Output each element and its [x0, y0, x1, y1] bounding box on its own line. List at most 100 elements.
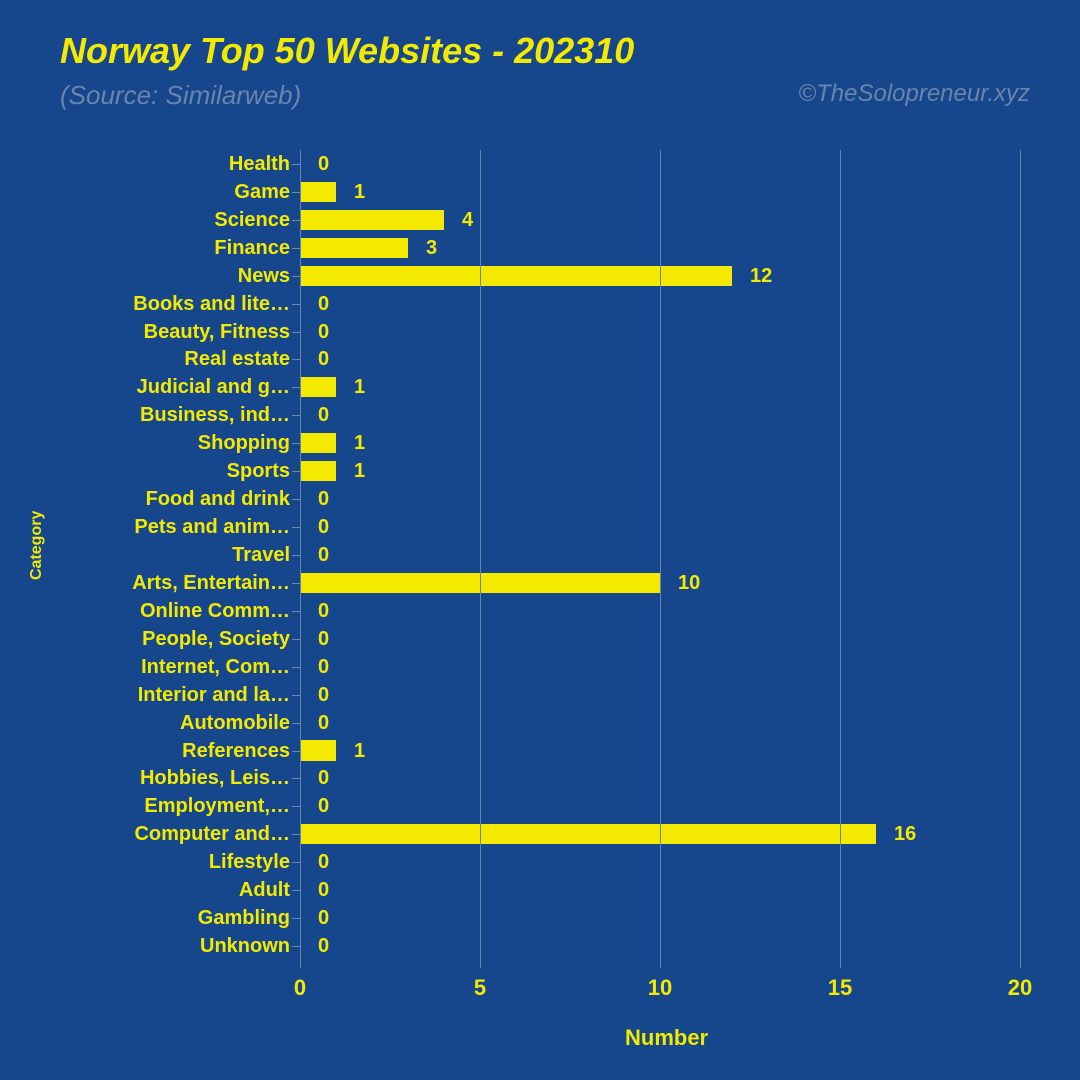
- chart-container: Category Health0Game1Science4Finance3New…: [0, 140, 1080, 1040]
- y-tick-label: Computer and…: [134, 823, 290, 846]
- y-tick-label: Sports: [227, 460, 290, 483]
- y-tick-mark: [292, 751, 300, 752]
- bar-value-label: 0: [318, 656, 329, 679]
- bar-value-label: 0: [318, 628, 329, 651]
- bar-value-label: 1: [354, 181, 365, 204]
- y-tick-mark: [292, 248, 300, 249]
- bar-value-label: 10: [678, 572, 700, 595]
- y-tick-mark: [292, 946, 300, 947]
- y-tick-mark: [292, 862, 300, 863]
- y-tick-mark: [292, 276, 300, 277]
- x-axis-label: Number: [625, 1025, 708, 1051]
- bar-value-label: 0: [318, 488, 329, 511]
- bar-value-label: 1: [354, 376, 365, 399]
- x-tick-label: 5: [474, 975, 486, 1001]
- gridline: [480, 150, 481, 960]
- bar-value-label: 1: [354, 432, 365, 455]
- y-tick-mark: [292, 639, 300, 640]
- y-tick-label: Business, ind…: [140, 404, 290, 427]
- x-tick-label: 20: [1008, 975, 1032, 1001]
- y-tick-label: Arts, Entertain…: [132, 572, 290, 595]
- y-tick-mark: [292, 499, 300, 500]
- y-tick-label: Travel: [232, 544, 290, 567]
- y-tick-label: Health: [229, 153, 290, 176]
- bar-value-label: 0: [318, 600, 329, 623]
- y-tick-label: Lifestyle: [209, 851, 290, 874]
- bar-value-label: 0: [318, 321, 329, 344]
- y-tick-label: Real estate: [184, 348, 290, 371]
- y-tick-mark: [292, 555, 300, 556]
- y-tick-mark: [292, 890, 300, 891]
- bar-value-label: 1: [354, 740, 365, 763]
- y-tick-mark: [292, 723, 300, 724]
- bar-value-label: 0: [318, 851, 329, 874]
- y-tick-mark: [292, 806, 300, 807]
- y-tick-label: Employment,…: [144, 795, 290, 818]
- bar: [300, 182, 336, 202]
- gridline: [660, 150, 661, 960]
- y-tick-label: Automobile: [180, 712, 290, 735]
- y-tick-label: People, Society: [142, 628, 290, 651]
- bar-value-label: 1: [354, 460, 365, 483]
- bar: [300, 210, 444, 230]
- x-tick-label: 0: [294, 975, 306, 1001]
- bar-value-label: 0: [318, 348, 329, 371]
- chart-credit: ©TheSolopreneur.xyz: [798, 80, 1030, 108]
- bar-value-label: 0: [318, 516, 329, 539]
- y-tick-mark: [292, 471, 300, 472]
- y-tick-mark: [292, 359, 300, 360]
- bar-value-label: 16: [894, 823, 916, 846]
- y-tick-label: Judicial and g…: [137, 376, 290, 399]
- bar-value-label: 0: [318, 767, 329, 790]
- x-tick-mark: [300, 960, 301, 968]
- x-tick-mark: [480, 960, 481, 968]
- y-tick-label: Adult: [239, 879, 290, 902]
- bar-value-label: 12: [750, 265, 772, 288]
- y-axis-label: Category: [28, 511, 46, 580]
- x-tick-label: 10: [648, 975, 672, 1001]
- y-tick-label: Unknown: [200, 935, 290, 958]
- bar-value-label: 4: [462, 209, 473, 232]
- y-tick-label: Interior and la…: [138, 684, 290, 707]
- bar-value-label: 0: [318, 544, 329, 567]
- y-tick-label: Hobbies, Leis…: [140, 767, 290, 790]
- y-tick-mark: [292, 304, 300, 305]
- x-tick-mark: [840, 960, 841, 968]
- y-tick-mark: [292, 164, 300, 165]
- bar-value-label: 3: [426, 237, 437, 260]
- bar-value-label: 0: [318, 153, 329, 176]
- y-tick-label: News: [238, 265, 290, 288]
- y-tick-label: Finance: [214, 237, 290, 260]
- y-tick-mark: [292, 415, 300, 416]
- bar-value-label: 0: [318, 293, 329, 316]
- bar: [300, 461, 336, 481]
- y-tick-mark: [292, 332, 300, 333]
- y-tick-mark: [292, 192, 300, 193]
- chart-page: Norway Top 50 Websites - 202310 (Source:…: [0, 0, 1080, 1080]
- bar: [300, 433, 336, 453]
- y-tick-label: Science: [214, 209, 290, 232]
- chart-title: Norway Top 50 Websites - 202310: [60, 30, 634, 72]
- bar-value-label: 0: [318, 404, 329, 427]
- y-tick-mark: [292, 667, 300, 668]
- bar: [300, 377, 336, 397]
- bar-value-label: 0: [318, 795, 329, 818]
- x-tick-mark: [1020, 960, 1021, 968]
- bar-value-label: 0: [318, 907, 329, 930]
- y-tick-mark: [292, 583, 300, 584]
- bar-value-label: 0: [318, 935, 329, 958]
- gridline: [1020, 150, 1021, 960]
- y-tick-label: Shopping: [198, 432, 290, 455]
- bar: [300, 238, 408, 258]
- y-tick-label: Books and lite…: [133, 293, 290, 316]
- y-tick-mark: [292, 918, 300, 919]
- y-tick-mark: [292, 387, 300, 388]
- chart-subtitle: (Source: Similarweb): [60, 80, 301, 111]
- y-tick-mark: [292, 834, 300, 835]
- y-tick-mark: [292, 443, 300, 444]
- y-tick-mark: [292, 695, 300, 696]
- y-tick-label: Pets and anim…: [134, 516, 290, 539]
- bar-value-label: 0: [318, 712, 329, 735]
- y-tick-label: Gambling: [198, 907, 290, 930]
- bar: [300, 740, 336, 760]
